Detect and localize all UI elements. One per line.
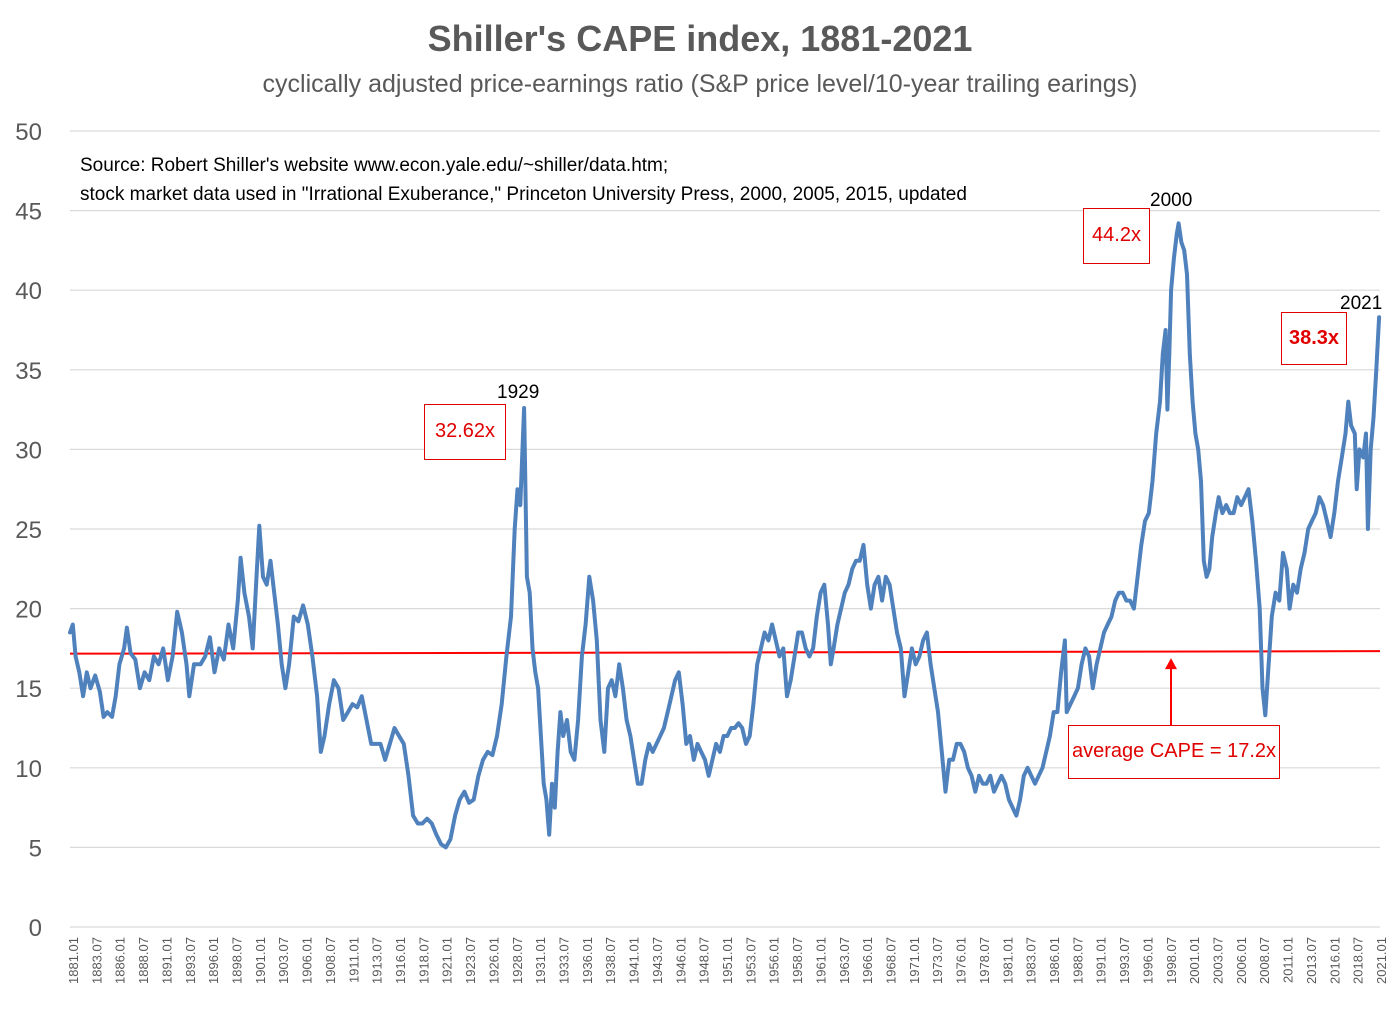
x-tick-label: 1938.07 xyxy=(603,937,618,984)
y-tick-label: 20 xyxy=(15,597,42,624)
x-tick-label: 1981.01 xyxy=(1000,937,1015,984)
annotation-box-2000: 44.2x xyxy=(1083,208,1150,264)
x-tick-label: 2016.01 xyxy=(1327,937,1342,984)
x-tick-label: 2018.07 xyxy=(1351,937,1366,984)
x-tick-label: 1966.01 xyxy=(860,937,875,984)
x-tick-label: 1953.07 xyxy=(743,937,758,984)
y-tick-label: 50 xyxy=(15,119,42,146)
y-tick-label: 15 xyxy=(15,676,42,703)
x-tick-label: 2013.07 xyxy=(1304,937,1319,984)
average-line xyxy=(69,650,1381,655)
x-tick-label: 2008.07 xyxy=(1257,937,1272,984)
x-tick-label: 1996.01 xyxy=(1140,937,1155,984)
chart-subtitle: cyclically adjusted price-earnings ratio… xyxy=(262,70,1138,98)
x-tick-label: 1958.07 xyxy=(790,937,805,984)
x-tick-label: 1936.01 xyxy=(580,937,595,984)
x-tick-label: 2006.01 xyxy=(1234,937,1249,984)
x-tick-label: 1986.01 xyxy=(1047,937,1062,984)
x-tick-label: 1906.01 xyxy=(300,937,315,984)
x-tick-label: 1993.07 xyxy=(1117,937,1132,984)
x-tick-label: 1891.01 xyxy=(159,937,174,984)
y-tick-label: 0 xyxy=(29,915,42,942)
series-line-cape xyxy=(68,221,1382,850)
peak-year-label-2021: 2021 xyxy=(1340,293,1383,314)
x-tick-label: 1888.07 xyxy=(136,937,151,984)
x-tick-label: 1991.01 xyxy=(1094,937,1109,984)
y-tick-label: 45 xyxy=(15,199,42,226)
x-tick-label: 1886.01 xyxy=(113,937,128,984)
x-tick-label: 1896.01 xyxy=(206,937,221,984)
y-tick-label: 40 xyxy=(15,278,42,305)
y-tick-label: 25 xyxy=(15,517,42,544)
x-tick-label: 1903.07 xyxy=(276,937,291,984)
y-tick-label: 35 xyxy=(15,358,42,385)
annotation-box-1929: 32.62x xyxy=(424,404,506,460)
y-tick-label: 5 xyxy=(29,835,42,862)
average-cape-label: average CAPE = 17.2x xyxy=(1068,725,1280,779)
chart-title: Shiller's CAPE index, 1881-2021 xyxy=(427,18,973,59)
x-tick-label: 1951.01 xyxy=(720,937,735,984)
x-tick-label: 1998.07 xyxy=(1164,937,1179,984)
x-tick-label: 1961.01 xyxy=(813,937,828,984)
x-tick-label: 1911.01 xyxy=(346,937,361,983)
y-tick-label: 10 xyxy=(15,756,42,783)
x-tick-label: 2021.01 xyxy=(1374,937,1389,984)
x-tick-label: 1901.01 xyxy=(253,937,268,984)
x-tick-label: 1973.07 xyxy=(930,937,945,984)
x-tick-label: 1948.07 xyxy=(697,937,712,984)
x-tick-label: 1921.01 xyxy=(440,937,455,984)
x-tick-label: 1943.07 xyxy=(650,937,665,984)
x-tick-label: 1978.07 xyxy=(977,937,992,984)
x-tick-label: 1883.07 xyxy=(89,937,104,984)
x-tick-label: 1971.01 xyxy=(907,937,922,984)
x-tick-label: 1893.07 xyxy=(183,937,198,984)
x-tick-label: 1946.01 xyxy=(673,937,688,984)
x-tick-label: 1988.07 xyxy=(1070,937,1085,984)
x-tick-label: 1968.07 xyxy=(884,937,899,984)
x-tick-label: 1956.01 xyxy=(767,937,782,984)
x-tick-label: 1963.07 xyxy=(837,937,852,984)
x-tick-label: 1983.07 xyxy=(1024,937,1039,984)
x-tick-label: 2011.01 xyxy=(1281,937,1296,983)
source-note-line-2: stock market data used in "Irrational Ex… xyxy=(80,184,967,205)
x-tick-label: 1928.07 xyxy=(510,937,525,984)
x-tick-label: 1898.07 xyxy=(230,937,245,984)
x-tick-label: 1976.01 xyxy=(954,937,969,984)
x-tick-label: 1923.07 xyxy=(463,937,478,984)
x-tick-label: 1918.07 xyxy=(416,937,431,984)
x-tick-label: 1931.01 xyxy=(533,937,548,984)
x-tick-label: 2003.07 xyxy=(1211,937,1226,984)
x-tick-label: 1908.07 xyxy=(323,937,338,984)
x-tick-label: 1913.07 xyxy=(370,937,385,984)
x-tick-label: 1916.01 xyxy=(393,937,408,984)
average-arrow-head xyxy=(1165,658,1177,670)
x-tick-label: 2001.01 xyxy=(1187,937,1202,984)
x-tick-label: 1941.01 xyxy=(627,937,642,984)
peak-year-label-2000: 2000 xyxy=(1150,190,1193,211)
x-tick-label: 1933.07 xyxy=(557,937,572,984)
source-note-line-1: Source: Robert Shiller's website www.eco… xyxy=(80,155,669,176)
x-tick-label: 1881.01 xyxy=(66,937,81,984)
x-tick-label: 1926.01 xyxy=(486,937,501,984)
peak-year-label-1929: 1929 xyxy=(497,382,540,403)
y-tick-label: 30 xyxy=(15,437,42,464)
annotation-box-2021: 38.3x xyxy=(1281,312,1347,365)
